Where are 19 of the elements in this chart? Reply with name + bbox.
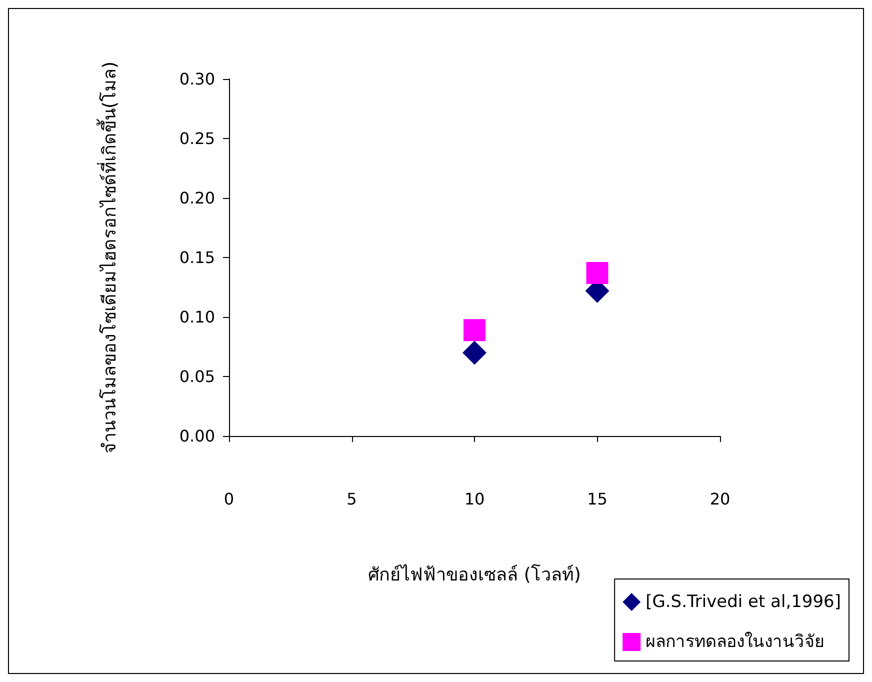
x-axis-title: ศักย์ไฟฟ้าของเซลล์ (โวลท์)	[368, 564, 581, 586]
y-tick-label: 0.20	[179, 188, 215, 208]
y-tick-label: 0.30	[179, 70, 215, 88]
x-tick-label: 15	[587, 490, 608, 508]
x-tick-label: 5	[346, 490, 357, 508]
x-tick-label: 10	[464, 490, 485, 508]
y-axis-title: จำนวนโมลของโซเดียมไฮดรอกไซด์ที่เกิดขึ้น(โมล)	[96, 61, 120, 454]
x-tick-label: 0	[224, 490, 234, 508]
y-tick-label: 0.10	[179, 308, 215, 326]
legend-label: ผลการทดลองในงานวิจัย	[646, 631, 825, 652]
y-tick-label: 0.15	[179, 248, 215, 267]
x-tick-label: 20	[710, 490, 730, 508]
legend-label: [G.S.Trivedi et al,1996]	[646, 592, 842, 612]
y-tick-label: 0.00	[179, 426, 215, 446]
point	[586, 262, 608, 284]
y-tick-label: 0.05	[179, 367, 215, 386]
y-tick-label: 0.25	[179, 129, 215, 148]
point	[462, 340, 486, 365]
point	[464, 319, 486, 342]
